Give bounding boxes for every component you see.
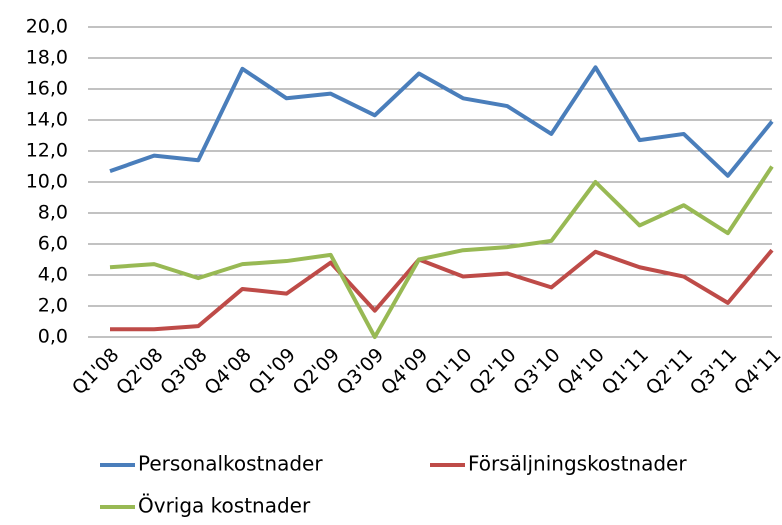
y-tick-label: 8,0 <box>38 202 68 224</box>
x-tick-label: Q1'08 <box>68 344 123 399</box>
y-tick-label: 16,0 <box>26 78 68 100</box>
series-line <box>109 65 774 178</box>
y-tick-label: 18,0 <box>26 47 68 69</box>
x-tick-label: Q4'09 <box>377 344 432 399</box>
x-tick-label: Q2'11 <box>642 344 697 399</box>
series-line <box>109 165 774 339</box>
y-tick-label: 0,0 <box>38 326 68 348</box>
x-tick-label: Q2'08 <box>112 344 167 399</box>
y-tick-label: 20,0 <box>26 16 68 38</box>
x-tick-label: Q1'09 <box>244 344 299 399</box>
y-tick-label: 6,0 <box>38 233 68 255</box>
y-tick-label: 10,0 <box>26 171 68 193</box>
y-tick-label: 14,0 <box>26 109 68 131</box>
y-tick-label: 4,0 <box>38 264 68 286</box>
x-tick-label: Q4'08 <box>200 344 255 399</box>
x-tick-label: Q1'10 <box>421 344 476 399</box>
x-tick-label: Q4'10 <box>553 344 608 399</box>
x-tick-label: Q3'08 <box>156 344 211 399</box>
y-tick-label: 2,0 <box>38 295 68 317</box>
x-tick-label: Q3'09 <box>333 344 388 399</box>
y-tick-label: 12,0 <box>26 140 68 162</box>
x-tick-label: Q3'11 <box>686 344 741 399</box>
legend-label: Försäljningskostnader <box>468 452 687 476</box>
legend-label: Personalkostnader <box>138 452 323 476</box>
legend-label: Övriga kostnader <box>138 494 311 518</box>
x-tick-label: Q1'11 <box>598 344 653 399</box>
x-tick-label: Q4'11 <box>730 344 782 399</box>
x-tick-label: Q2'09 <box>289 344 344 399</box>
x-tick-label: Q3'10 <box>509 344 564 399</box>
series-line <box>110 248 774 332</box>
x-tick-label: Q2'10 <box>465 344 520 399</box>
